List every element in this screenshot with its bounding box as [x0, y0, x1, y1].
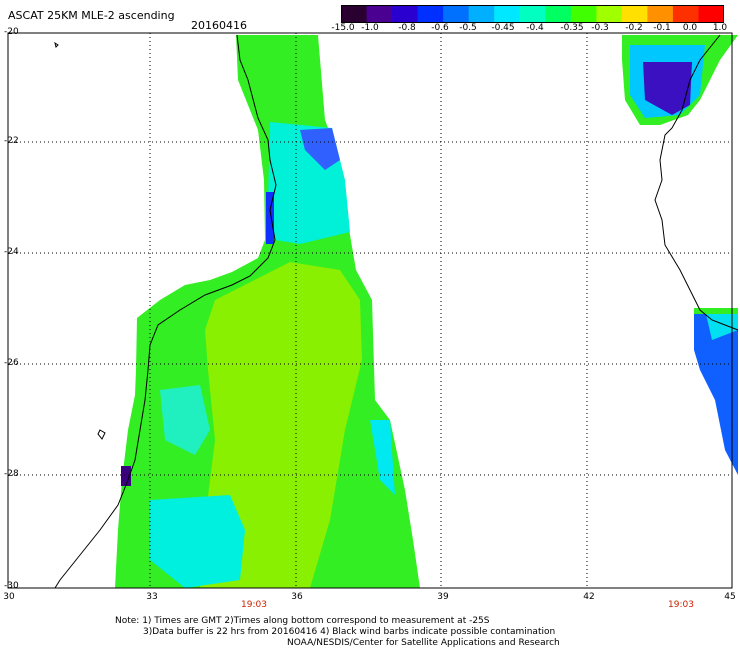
right-swath-purple-top: [643, 62, 692, 115]
left-swath-cyan-2: [150, 495, 245, 588]
coastline-island-1: [54, 41, 59, 48]
colorbar-label: -15.0: [331, 23, 355, 33]
colorbar-segment: [341, 5, 368, 23]
x-tick-label: 39: [437, 592, 449, 602]
x-tick-label: 33: [146, 592, 158, 602]
right-swath-blue-edge: [694, 308, 738, 475]
colorbar-label: -0.1: [653, 23, 671, 33]
right-swath-green-edge: [694, 308, 738, 314]
y-tick-label: -24: [4, 247, 19, 257]
left-swath-lime: [200, 262, 362, 588]
y-tick-label: -26: [4, 358, 19, 368]
colorbar-segment: [672, 5, 700, 23]
left-swath-cyan-4: [370, 420, 395, 495]
colorbar-segment: [366, 5, 393, 23]
x-tick-label: 45: [724, 592, 736, 602]
coastline-madagascar: [654, 34, 739, 331]
colorbar-label: -0.2: [625, 23, 643, 33]
time-label: 19:03: [668, 600, 694, 610]
note-line-2: 3)Data buffer is 22 hrs from 20160416 4)…: [143, 627, 556, 637]
left-swath-cyan-3: [160, 385, 210, 455]
colorbar-segment: [621, 5, 648, 23]
colorbar-label: -0.6: [431, 23, 449, 33]
y-tick-label: -30: [4, 581, 19, 591]
colorbar-frame: [341, 5, 724, 23]
colorbar-label: -0.3: [591, 23, 609, 33]
colorbar-segment: [647, 5, 674, 23]
left-swath: [115, 35, 420, 588]
colorbar-segment: [519, 5, 546, 23]
grid: [8, 33, 732, 588]
coastline-island-2: [97, 429, 106, 440]
y-tick-label: -20: [4, 27, 19, 37]
time-label: 19:03: [241, 600, 267, 610]
colorbar-label: -1.0: [361, 23, 379, 33]
x-tick-label: 42: [583, 592, 595, 602]
colorbar-segment: [570, 5, 597, 23]
colorbar-segment: [443, 5, 470, 23]
plot-frame: [7, 32, 733, 589]
colorbar: [341, 5, 724, 23]
chart-date: 20160416: [191, 19, 247, 32]
y-tick-label: -22: [4, 136, 19, 146]
left-swath-purple-1: [121, 466, 131, 486]
note-line-1: Note: 1) Times are GMT 2)Times along bot…: [115, 616, 490, 626]
right-swath-cyan-edge: [705, 310, 738, 340]
colorbar-segment: [417, 5, 444, 23]
coastline-africa: [54, 34, 277, 589]
colorbar-segment: [596, 5, 623, 23]
colorbar-label: -0.45: [491, 23, 515, 33]
colorbar-segment: [698, 5, 724, 23]
colorbar-segment: [468, 5, 495, 23]
coastline: [54, 34, 739, 589]
chart-title: ASCAT 25KM MLE-2 ascending: [8, 9, 175, 22]
colorbar-label: 1.0: [712, 23, 728, 33]
right-swath: [622, 35, 738, 475]
y-tick-label: -28: [4, 469, 19, 479]
colorbar-segment: [494, 5, 521, 23]
colorbar-segment: [392, 5, 419, 23]
colorbar-label: -0.5: [459, 23, 477, 33]
colorbar-segment: [545, 5, 572, 23]
x-tick-label: 30: [3, 592, 15, 602]
left-swath-blue-2: [266, 192, 274, 244]
left-swath-blue-1: [300, 128, 340, 170]
colorbar-label: 0.0: [682, 23, 698, 33]
colorbar-label: -0.35: [560, 23, 584, 33]
note-line-3: NOAA/NESDIS/Center for Satellite Applica…: [287, 638, 560, 648]
colorbar-label: -0.4: [526, 23, 544, 33]
x-tick-label: 36: [291, 592, 303, 602]
colorbar-label: -0.8: [398, 23, 416, 33]
